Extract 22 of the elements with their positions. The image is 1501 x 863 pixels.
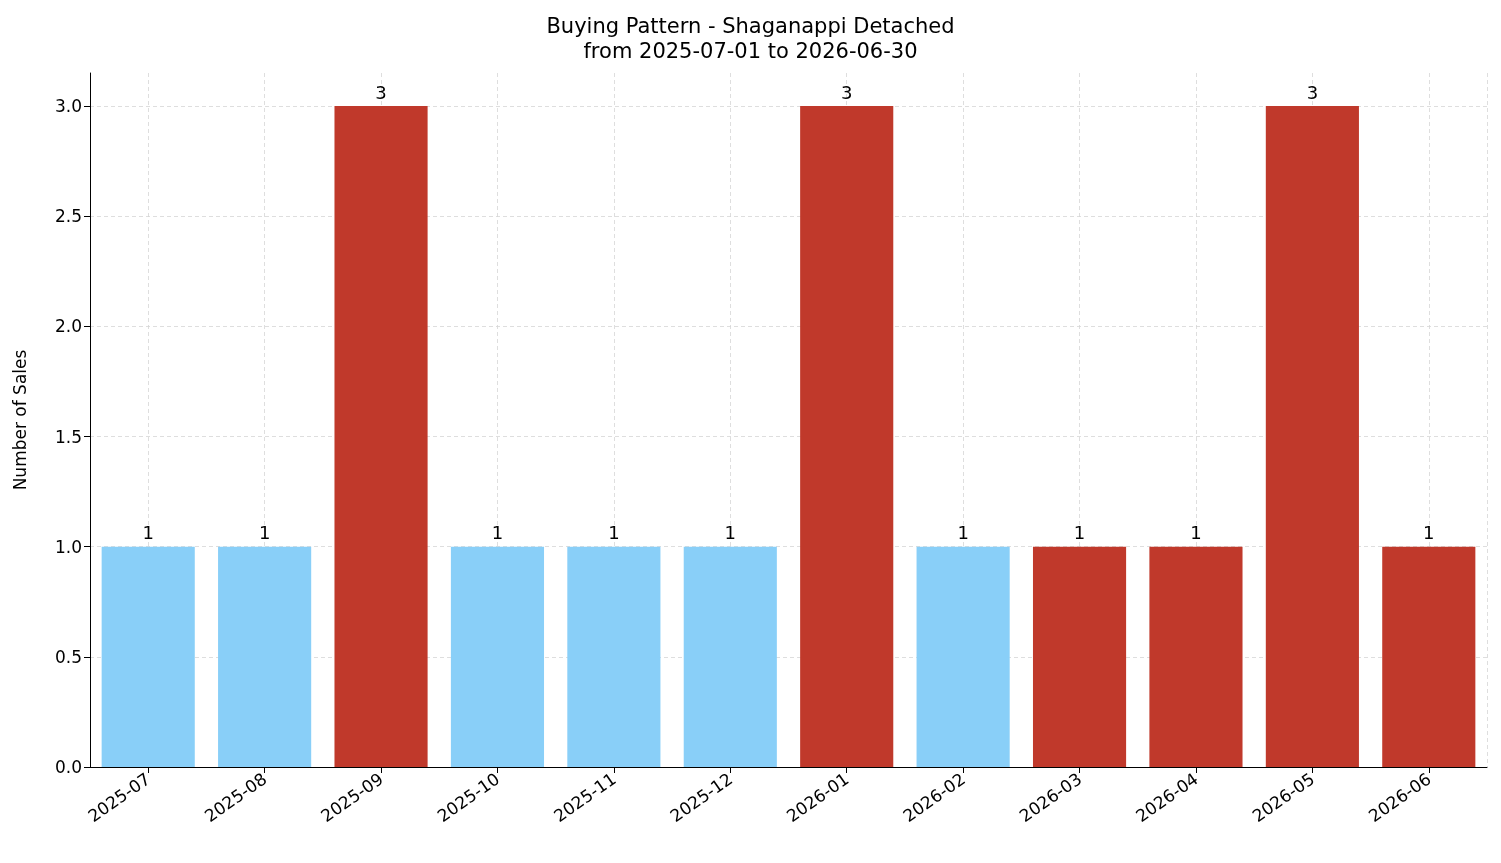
data-label: 1 [1190, 522, 1202, 544]
data-label: 1 [724, 522, 737, 544]
data-label: 3 [840, 81, 853, 103]
y-tick-label: 2.5 [54, 206, 82, 227]
data-label: 3 [375, 81, 387, 103]
y-tick-label: 1.5 [54, 426, 82, 447]
chart-title: Buying Pattern - Shaganappi Detached [546, 13, 955, 38]
data-label: 1 [1423, 522, 1435, 544]
y-tick-label: 3.0 [54, 96, 82, 117]
data-label: 1 [608, 522, 620, 544]
y-tick-label: 0.0 [54, 757, 82, 777]
y-tick-label: 2.0 [54, 316, 82, 337]
data-label: 1 [142, 522, 154, 544]
chart-subtitle: from 2025-07-01 to 2026-06-30 [583, 38, 918, 63]
data-label: 1 [1073, 522, 1086, 544]
data-label: 1 [957, 522, 969, 544]
data-label: 1 [491, 522, 504, 544]
y-axis-title: Number of Sales [9, 349, 30, 491]
y-tick-label: 0.5 [54, 646, 82, 667]
y-tick-label: 1.0 [54, 536, 82, 557]
data-label: 3 [1306, 81, 1319, 103]
data-label: 1 [258, 522, 271, 544]
